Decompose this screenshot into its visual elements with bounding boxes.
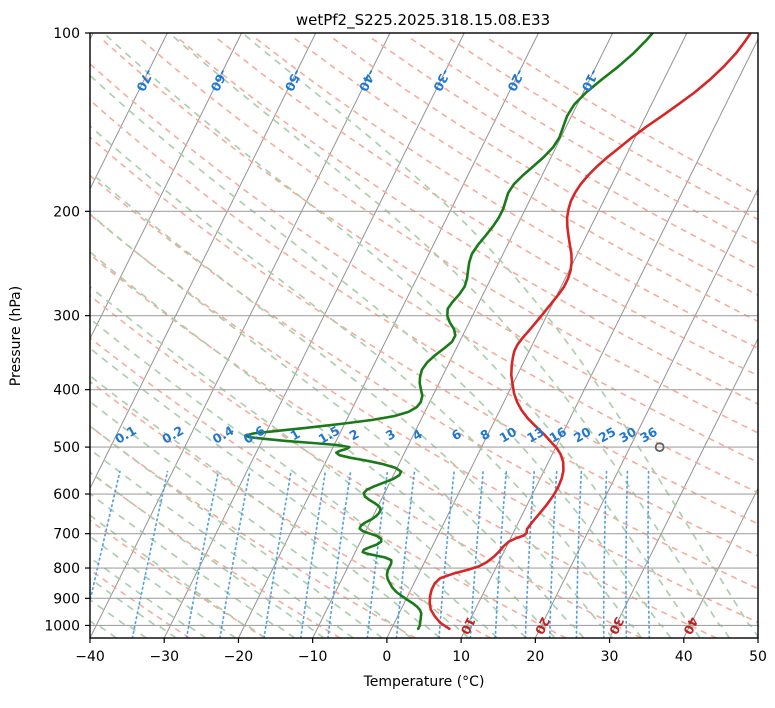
y-axis-title: Pressure (hPa) (8, 286, 24, 386)
dry-adiabat-line (90, 253, 717, 638)
moist-adiabat-line (168, 33, 731, 638)
isotherm-line (237, 33, 539, 638)
x-tick-label: 10 (452, 649, 470, 665)
pressure-gridlines (90, 33, 758, 626)
isotherm-line (609, 337, 758, 638)
moist-adiabat-line (90, 374, 441, 638)
background-line-layers (90, 33, 758, 638)
dry-adiabat-line (90, 425, 416, 638)
moist-adiabat-line (241, 33, 758, 638)
y-tick-label: 700 (53, 527, 80, 543)
y-tick-label: 100 (53, 26, 80, 42)
dry-adiabat-line (254, 37, 758, 350)
isotherm-line (90, 33, 391, 638)
isotherm-line (460, 38, 758, 638)
y-tick-label: 900 (53, 591, 80, 607)
isotherm-label: 40 (680, 615, 701, 638)
x-tick-label: −10 (298, 649, 328, 665)
moist-adiabat-line (90, 400, 412, 638)
moist-adiabat-line (90, 74, 672, 638)
plot-frame (89, 32, 759, 639)
x-tick-label: 40 (675, 649, 693, 665)
temperature-profile-line (428, 33, 752, 631)
dry-adiabat-line (90, 136, 758, 557)
moist-adiabat-line (90, 347, 470, 638)
moist-adiabat-line (90, 250, 556, 638)
moist-adiabat-line (90, 124, 643, 638)
y-tick-label: 300 (53, 309, 80, 325)
x-tick-label: −30 (149, 649, 179, 665)
moist-adiabat-line (90, 212, 585, 638)
y-tick-label: 1000 (44, 618, 80, 634)
isotherm-line (90, 33, 168, 191)
isotherm-line (90, 33, 317, 490)
isotherm-label: 20 (532, 615, 553, 638)
dry-adiabat-line (293, 37, 758, 323)
x-axis: −40 −30 −20 −10 0 10 20 30 40 50 (75, 638, 767, 665)
dry-adiabat-line (90, 519, 266, 638)
y-axis: 100 200 300 400 500 600 700 800 900 1000 (44, 26, 90, 634)
y-tick-label: 400 (53, 383, 80, 399)
x-tick-label: −20 (224, 649, 254, 665)
x-axis-title: Temperature (°C) (363, 674, 485, 690)
isotherm-line (683, 487, 758, 638)
isotherm-line (90, 33, 243, 340)
dry-adiabat-line (90, 380, 491, 638)
dry-adiabat-line (90, 471, 341, 638)
page-title: wetPf2_S225.2025.318.15.08.E33 (296, 11, 550, 30)
isotherm-label: 10 (457, 615, 478, 638)
x-tick-label: 20 (526, 649, 544, 665)
x-tick-label: −40 (75, 649, 105, 665)
isotherm-line (534, 187, 758, 638)
dry-adiabat-line (138, 37, 758, 434)
dry-adiabat-line (90, 62, 758, 494)
x-tick-label: 50 (749, 649, 767, 665)
y-tick-label: 200 (53, 204, 80, 220)
y-tick-label: 500 (53, 440, 80, 456)
profile-series (244, 33, 752, 631)
dewpoint-profile-line (244, 33, 654, 631)
isotherm-label: 30 (606, 615, 627, 638)
dry-adiabat-line (90, 99, 758, 525)
dry-adiabat-line (90, 294, 642, 638)
dry-adiabat-line (100, 37, 758, 464)
x-tick-label: 0 (382, 649, 391, 665)
x-tick-label: 30 (601, 649, 619, 665)
dry-adiabat-line (177, 37, 758, 405)
parcel-marker-icon (654, 442, 665, 453)
y-tick-label: 600 (53, 487, 80, 503)
isotherm-line (163, 33, 465, 638)
isotherm-line (312, 33, 614, 638)
moist-adiabat-line (102, 33, 701, 638)
moist-adiabat-line (90, 285, 527, 638)
dry-adiabat-line (90, 336, 567, 638)
dry-adiabat-line (216, 37, 758, 377)
y-tick-label: 800 (53, 561, 80, 577)
moist-adiabat-line (90, 424, 383, 638)
marker-point (654, 442, 665, 453)
